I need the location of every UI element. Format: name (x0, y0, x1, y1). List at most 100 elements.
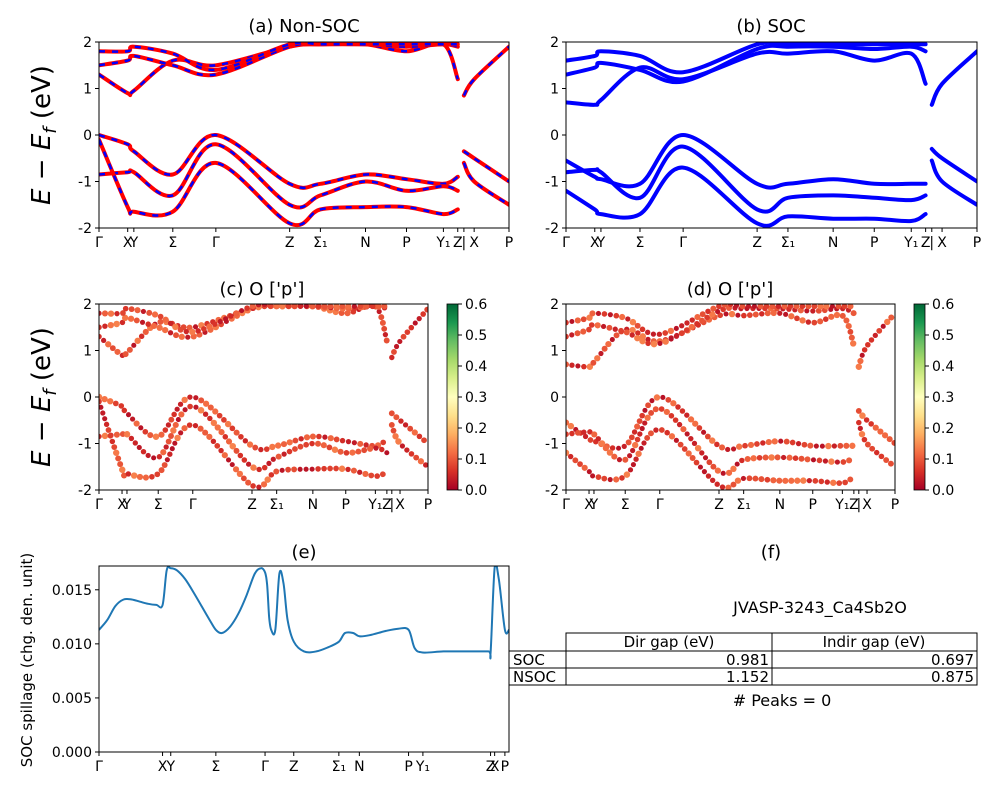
projection-dot (658, 406, 665, 412)
projection-dot (847, 476, 854, 483)
projection-dot (140, 449, 147, 455)
projection-dot (721, 304, 728, 308)
projection-dot (303, 434, 311, 441)
x-tick-label: Γ (212, 235, 220, 251)
projection-dot (635, 330, 641, 336)
projection-dot (221, 417, 227, 423)
x-tick-label: Σ (621, 497, 630, 513)
projection-dot (696, 425, 703, 431)
projection-dot (762, 454, 769, 461)
projection-dot (723, 311, 729, 317)
projection-dot (160, 449, 167, 456)
projection-dot (639, 326, 646, 333)
projection-dot (789, 439, 796, 446)
projection-dot (351, 440, 357, 446)
projection-dot (225, 457, 232, 463)
projection-dot (769, 304, 776, 310)
x-tick-label: X (123, 235, 133, 251)
projection-dot (378, 314, 385, 321)
y-tick-label: -2 (545, 483, 559, 499)
peaks-count: # Peaks = 0 (733, 691, 832, 710)
projection-dot (206, 323, 213, 330)
colorbar-tick-label: 0.2 (932, 421, 954, 437)
projection-dot (886, 436, 893, 443)
x-tick-label: Σ (154, 497, 163, 513)
projection-dot (192, 422, 199, 429)
projection-dot (420, 311, 426, 317)
projection-dot (613, 476, 620, 483)
projection-dot (379, 471, 386, 478)
projection-dot (850, 310, 857, 317)
table-cell-indir-gap: 0.875 (931, 668, 974, 686)
panel-c-title: (c) O ['p'] (220, 279, 305, 300)
projection-dot (714, 441, 720, 448)
projection-dot (788, 313, 795, 320)
projection-dot (804, 308, 810, 314)
projection-dot (207, 415, 213, 422)
band-line (566, 42, 928, 75)
projection-dot (350, 467, 357, 474)
projection-dot (229, 442, 236, 450)
projection-dot (99, 324, 102, 331)
projection-dot (163, 444, 169, 450)
projection-dot (757, 304, 764, 310)
projection-dot (642, 420, 648, 426)
x-tick-label: Γ (95, 497, 103, 513)
projection-dot (805, 319, 812, 325)
x-tick-label: Γ (656, 497, 664, 513)
projection-dot (600, 323, 607, 330)
projection-dot (173, 332, 179, 339)
projection-dot (730, 465, 737, 473)
projection-dot (101, 432, 109, 440)
projection-dot (607, 476, 613, 483)
projection-dot (764, 310, 771, 317)
projection-dot (725, 446, 731, 453)
projection-dot (142, 428, 149, 435)
projection-dot (216, 412, 223, 419)
projection-dot (783, 438, 790, 445)
projection-dot (337, 448, 344, 455)
projection-dot (566, 449, 570, 457)
projection-dot (586, 469, 592, 475)
projection-dot (818, 478, 825, 485)
x-tick-label: N (360, 235, 370, 251)
projection-dot (872, 424, 879, 431)
projection-dot (665, 396, 672, 403)
x-tick-label: Σ₁ (736, 497, 750, 513)
colorbar-tick-label: 0.6 (932, 297, 954, 313)
projection-dot (566, 361, 569, 368)
colorbar-tick-label: 0.0 (932, 483, 954, 499)
projection-dot (888, 314, 895, 321)
projection-dot (224, 420, 232, 428)
projection-dot (167, 320, 174, 327)
band-line-dashed (99, 139, 459, 227)
projection-dot (582, 433, 589, 440)
projection-dot (239, 308, 245, 314)
table-cell-indir-gap: 0.697 (931, 651, 974, 669)
y-tick-label: 0.000 (52, 745, 92, 761)
band-line (566, 43, 928, 85)
x-tick-label: Z (285, 235, 295, 251)
projection-dot (829, 304, 836, 309)
projection-dot (252, 444, 259, 451)
projection-dot (164, 457, 170, 463)
projection-dot (848, 334, 855, 341)
projection-dot (210, 438, 217, 444)
projection-dot (380, 439, 387, 446)
projection-dot (339, 304, 346, 310)
projection-dot (823, 304, 830, 310)
projection-dot (858, 430, 866, 438)
projection-dot (388, 410, 395, 417)
x-tick-label: P (424, 497, 432, 513)
projection-dot (687, 416, 695, 423)
projection-dot (616, 445, 622, 451)
x-tick-label: Γ (95, 759, 103, 775)
projection-dot (714, 481, 720, 487)
projection-dot (611, 453, 618, 460)
projection-dot (702, 455, 709, 461)
x-tick-label: Σ (636, 235, 645, 251)
projection-dot (183, 328, 190, 335)
projection-dot (130, 472, 138, 479)
projection-dot (321, 304, 328, 310)
